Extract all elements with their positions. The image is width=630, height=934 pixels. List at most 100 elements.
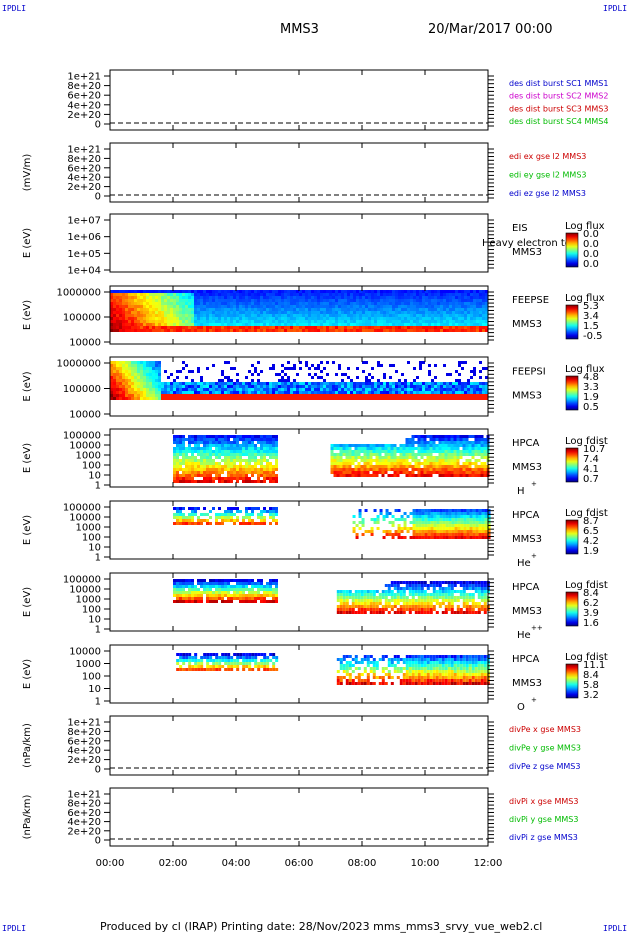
hpca-h-spectrogram-cell — [194, 456, 197, 459]
feepsi-spectrogram-cell — [263, 385, 266, 388]
feepse-spectrogram-cell — [128, 317, 131, 320]
feepse-spectrogram-cell — [131, 293, 134, 296]
feepsi-spectrogram-cell — [227, 394, 230, 397]
feepse-spectrogram-cell — [398, 305, 401, 308]
feepse-spectrogram-cell — [485, 320, 488, 323]
hpca-h-spectrogram-cell — [384, 444, 388, 447]
feepse-spectrogram-cell — [458, 305, 461, 308]
feepse-spectrogram-cell — [182, 308, 185, 311]
hpca-h-spectrogram-cell — [474, 471, 478, 474]
feepsi-spectrogram-cell — [482, 385, 485, 388]
hpca-h-spectrogram-cell — [224, 465, 227, 468]
feepsi-spectrogram-cell — [200, 397, 203, 400]
hpca-h-spectrogram-cell — [251, 474, 254, 477]
hpca-h-spectrogram-cell — [420, 471, 424, 474]
feepse-spectrogram-cell — [257, 329, 260, 332]
hpca-h-spectrogram-cell — [230, 465, 233, 468]
hpca-h-spectrogram-cell — [411, 444, 415, 447]
feepse-spectrogram-cell — [167, 314, 170, 317]
feepse-spectrogram-cell — [134, 302, 137, 305]
feepsi-spectrogram-cell — [458, 373, 461, 376]
hpca-he-spectrogram-cell — [391, 521, 395, 524]
feepsi-spectrogram-cell — [374, 394, 377, 397]
feepsi-spectrogram-cell — [461, 391, 464, 394]
feepse-spectrogram-cell — [257, 320, 260, 323]
feepse-spectrogram-cell — [206, 293, 209, 296]
hpca-he-spectrogram-cell — [364, 509, 368, 512]
colorbar-tick-label: 0.0 — [583, 249, 599, 260]
feepse-spectrogram-cell — [245, 302, 248, 305]
hpca-he-spectrogram-cell — [251, 522, 254, 525]
feepsi-spectrogram-cell — [266, 382, 269, 385]
feepsi-spectrogram-cell — [320, 397, 323, 400]
hpca-h-spectrogram-cell — [266, 435, 269, 438]
feepsi-spectrogram-cell — [197, 370, 200, 373]
feepse-spectrogram-cell — [407, 329, 410, 332]
feepse-spectrogram-cell — [167, 329, 170, 332]
feepse-spectrogram-cell — [122, 299, 125, 302]
feepse-spectrogram-cell — [377, 317, 380, 320]
feepse-spectrogram-cell — [362, 329, 365, 332]
feepse-spectrogram-cell — [392, 323, 395, 326]
feepse-spectrogram-cell — [311, 293, 314, 296]
feepsi-spectrogram-cell — [323, 397, 326, 400]
hpca-hepp-spectrogram-cell — [221, 600, 224, 603]
feepsi-spectrogram-cell — [344, 394, 347, 397]
feepsi-spectrogram-cell — [365, 376, 368, 379]
feepse-spectrogram-cell — [176, 320, 179, 323]
feepse-spectrogram-cell — [125, 329, 128, 332]
feepsi-spectrogram-cell — [176, 382, 179, 385]
feepse-spectrogram-cell — [380, 305, 383, 308]
feepse-spectrogram-cell — [314, 320, 317, 323]
hpca-he-spectrogram-cell — [197, 516, 200, 519]
feepsi-spectrogram-cell — [170, 391, 173, 394]
feepsi-spectrogram-cell — [179, 385, 182, 388]
hpca-h-spectrogram-cell — [453, 468, 457, 471]
feepsi-spectrogram-cell — [245, 397, 248, 400]
feepsi-spectrogram-cell — [398, 379, 401, 382]
feepse-spectrogram-cell — [359, 302, 362, 305]
feepse-spectrogram-cell — [380, 314, 383, 317]
hpca-h-spectrogram-cell — [453, 474, 457, 477]
feepsi-spectrogram-cell — [365, 388, 368, 391]
feepse-spectrogram-cell — [383, 293, 386, 296]
hpca-he-spectrogram-cell — [397, 527, 401, 530]
hpca-h-spectrogram-cell — [336, 456, 340, 459]
feepse-spectrogram-cell — [479, 314, 482, 317]
feepsi-spectrogram-cell — [443, 364, 446, 367]
hpca-h-spectrogram-cell — [266, 471, 269, 474]
feepse-spectrogram-cell — [443, 326, 446, 329]
feepse-spectrogram-cell — [116, 290, 119, 293]
feepsi-spectrogram-cell — [425, 388, 428, 391]
feepsi-spectrogram-cell — [152, 394, 155, 397]
feepse-spectrogram-cell — [323, 296, 326, 299]
hpca-h-spectrogram-cell — [239, 474, 242, 477]
feepsi-spectrogram-cell — [308, 367, 311, 370]
hpca-h-spectrogram-cell — [251, 441, 254, 444]
feepse-spectrogram-cell — [461, 308, 464, 311]
feepsi-spectrogram-cell — [317, 385, 320, 388]
hpca-h-spectrogram-cell — [239, 477, 242, 480]
hpca-hepp-spectrogram-cell — [203, 588, 206, 591]
hpca-h-spectrogram-cell — [432, 450, 436, 453]
feepse-spectrogram-cell — [293, 299, 296, 302]
feepsi-spectrogram-cell — [452, 391, 455, 394]
hpca-he-spectrogram-cell — [403, 512, 407, 515]
hpca-h-spectrogram-cell — [453, 441, 457, 444]
hpca-h-spectrogram-cell — [212, 459, 215, 462]
hpca-hepp-spectrogram-cell — [230, 594, 233, 597]
hpca-h-spectrogram-cell — [432, 471, 436, 474]
hpca-h-spectrogram-cell — [441, 468, 445, 471]
feepse-spectrogram-cell — [164, 311, 167, 314]
hpca-he-spectrogram-cell — [358, 527, 362, 530]
feepse-spectrogram-cell — [266, 296, 269, 299]
feepse-spectrogram-cell — [428, 299, 431, 302]
feepse-spectrogram-cell — [143, 320, 146, 323]
hpca-he-spectrogram-cell — [263, 510, 266, 513]
hpca-h-spectrogram-cell — [194, 444, 197, 447]
hpca-h-spectrogram-cell — [435, 462, 439, 465]
hpca-hepp-spectrogram-cell — [248, 597, 251, 600]
feepse-spectrogram-cell — [431, 290, 434, 293]
feepse-spectrogram-cell — [383, 314, 386, 317]
y-tick-label: 10000 — [69, 410, 101, 421]
